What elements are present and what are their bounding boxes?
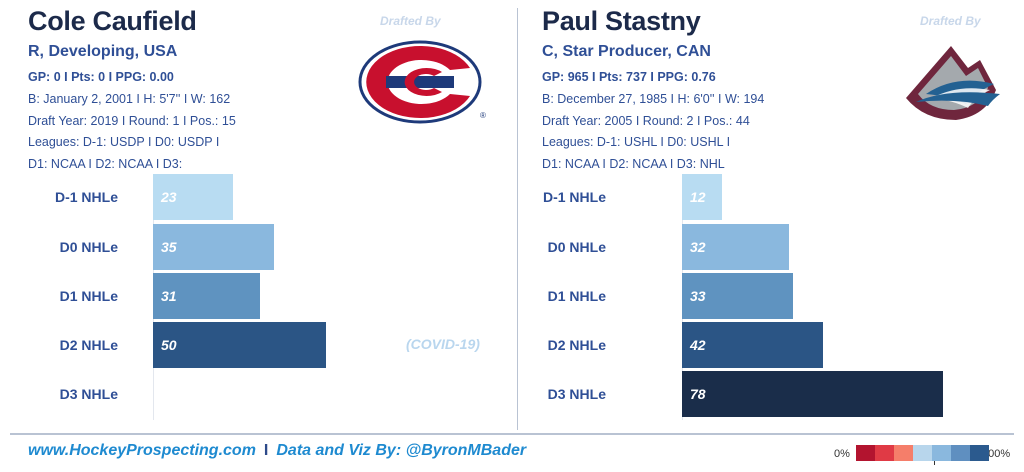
bar-value-label: 42 bbox=[690, 337, 706, 353]
left-stats-line: GP: 0 I Pts: 0 I PPG: 0.00 bbox=[28, 70, 174, 84]
legend-swatch bbox=[894, 445, 913, 461]
bar-value-label: 32 bbox=[690, 239, 706, 255]
covid-note: (COVID-19) bbox=[406, 336, 480, 352]
legend-swatch bbox=[875, 445, 894, 461]
footer-credits: www.HockeyProspecting.com I Data and Viz B… bbox=[28, 442, 526, 460]
legend-swatch bbox=[951, 445, 970, 461]
category-label: D3 NHLe bbox=[59, 386, 118, 402]
nhle-bar bbox=[682, 371, 943, 417]
nhle-bar bbox=[682, 174, 722, 220]
bar-value-label: 23 bbox=[161, 189, 177, 205]
legend-max-label: 100% bbox=[982, 448, 1011, 460]
legend-swatch bbox=[970, 445, 989, 461]
nhle-bar bbox=[153, 174, 233, 220]
category-label: D3 NHLe bbox=[547, 386, 606, 402]
legend-swatch bbox=[856, 445, 875, 461]
montreal-canadiens-logo-icon: ® bbox=[358, 40, 486, 124]
left-bio-line: B: January 2, 2001 I H: 5'7'' I W: 162 bbox=[28, 92, 231, 106]
legend-swatch bbox=[913, 445, 932, 461]
bar-value-label: 50 bbox=[161, 337, 177, 353]
footer-separator: I bbox=[263, 442, 269, 459]
left-leagues-line-1: Leagues: D-1: USDP I D0: USDP I bbox=[28, 135, 220, 149]
right-player-name: Paul Stastny bbox=[542, 6, 701, 36]
nhle-bar bbox=[682, 224, 789, 270]
right-bio-line: B: December 27, 1985 I H: 6'0'' I W: 194 bbox=[542, 92, 765, 106]
svg-text:®: ® bbox=[480, 111, 486, 120]
category-label: D2 NHLe bbox=[59, 337, 118, 353]
site-link[interactable]: www.HockeyProspecting.com bbox=[28, 442, 256, 459]
category-label: D2 NHLe bbox=[547, 337, 606, 353]
category-label: D1 NHLe bbox=[547, 288, 606, 304]
right-leagues-line-1: Leagues: D-1: USHL I D0: USHL I bbox=[542, 135, 731, 149]
legend-tick bbox=[934, 461, 935, 465]
bar-value-label: 78 bbox=[690, 386, 706, 402]
nhle-bar bbox=[682, 322, 823, 368]
colorado-avalanche-logo-icon bbox=[906, 46, 1000, 120]
legend-min-label: 0% bbox=[834, 448, 850, 460]
right-stats-line: GP: 965 I Pts: 737 I PPG: 0.76 bbox=[542, 70, 716, 84]
right-drafted-by-label: Drafted By bbox=[920, 14, 981, 28]
nhle-bar bbox=[682, 273, 793, 319]
credit-text: Data and Viz By: @ByronMBader bbox=[276, 442, 527, 459]
left-player-panel: Cole Caufield Drafted By R, Developing, … bbox=[0, 0, 516, 430]
right-player-panel: Paul Stastny Drafted By C, Star Producer… bbox=[520, 0, 1024, 430]
left-player-subtitle: R, Developing, USA bbox=[28, 43, 178, 60]
left-leagues-line-2: D1: NCAA I D2: NCAA I D3: bbox=[28, 157, 183, 171]
nhle-bar bbox=[153, 224, 274, 270]
category-label: D-1 NHLe bbox=[54, 189, 118, 205]
category-label: D1 NHLe bbox=[59, 288, 118, 304]
category-label: D0 NHLe bbox=[59, 239, 118, 255]
left-drafted-by-label: Drafted By bbox=[380, 14, 441, 28]
bar-value-label: 31 bbox=[161, 288, 177, 304]
right-player-subtitle: C, Star Producer, CAN bbox=[542, 43, 711, 60]
category-label: D-1 NHLe bbox=[542, 189, 606, 205]
right-leagues-line-2: D1: NCAA I D2: NCAA I D3: NHL bbox=[542, 157, 725, 171]
bar-value-label: 33 bbox=[690, 288, 706, 304]
panel-divider bbox=[517, 8, 518, 430]
left-draft-line: Draft Year: 2019 I Round: 1 I Pos.: 15 bbox=[28, 114, 236, 128]
right-draft-line: Draft Year: 2005 I Round: 2 I Pos.: 44 bbox=[542, 114, 750, 128]
category-label: D0 NHLe bbox=[547, 239, 606, 255]
nhle-bar bbox=[153, 273, 260, 319]
left-player-name: Cole Caufield bbox=[28, 6, 197, 36]
legend-swatch bbox=[932, 445, 951, 461]
bar-value-label: 12 bbox=[690, 189, 706, 205]
footer-divider bbox=[10, 433, 1014, 435]
nhle-bar bbox=[153, 322, 326, 368]
bar-value-label: 35 bbox=[161, 239, 177, 255]
